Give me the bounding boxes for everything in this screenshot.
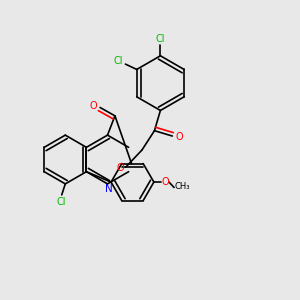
Text: O: O: [162, 177, 169, 187]
Text: CH₃: CH₃: [175, 182, 190, 191]
Text: Cl: Cl: [156, 34, 165, 44]
Text: O: O: [116, 164, 124, 173]
Text: O: O: [175, 132, 183, 142]
Text: Cl: Cl: [57, 197, 67, 207]
Text: N: N: [104, 184, 112, 194]
Text: O: O: [90, 101, 97, 111]
Text: Cl: Cl: [113, 56, 123, 66]
